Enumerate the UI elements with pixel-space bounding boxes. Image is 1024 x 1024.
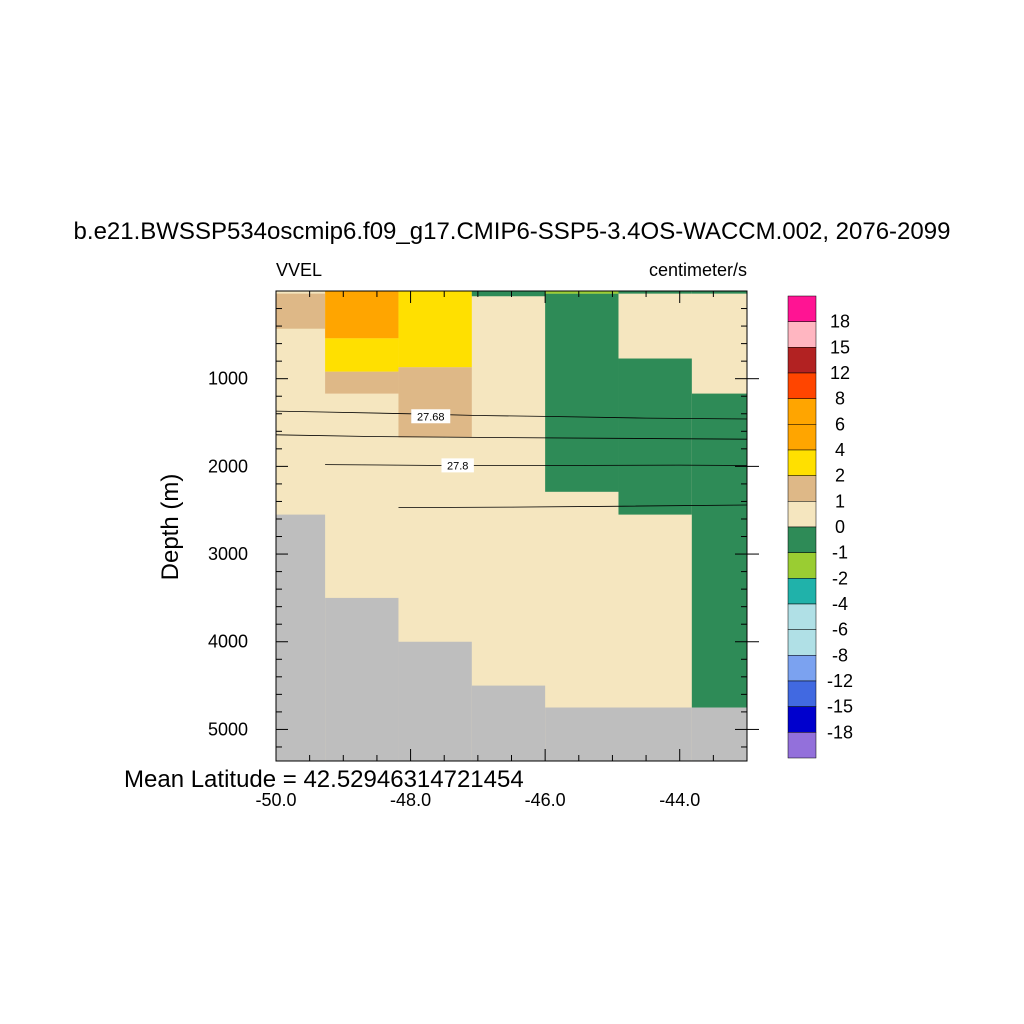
colorbar-label: -12 (827, 671, 853, 691)
seafloor-mask (618, 707, 692, 761)
heatmap-cell (398, 367, 472, 438)
contour-label: 27.8 (447, 460, 468, 472)
colorbar-label: -15 (827, 697, 853, 717)
colorbar-label: 1 (835, 491, 845, 511)
colorbar-swatch (787, 321, 817, 348)
colorbar-swatch (787, 398, 817, 425)
contour-line (275, 434, 748, 440)
colorbar-swatch (787, 347, 817, 374)
colorbar: 18 15 12 8 6 4 2 1 0 -1 -2 -4 -6 -8 -12 -15 -18 (787, 295, 853, 759)
heatmap-cell (545, 293, 619, 492)
colorbar-swatch (787, 655, 817, 682)
colorbar-swatch (787, 295, 817, 322)
colorbar-swatch (787, 680, 817, 707)
y-tick-label: 5000 (208, 719, 248, 739)
heatmap-cell (545, 291, 619, 294)
colorbar-label: 18 (830, 312, 850, 332)
colorbar-swatch (787, 449, 817, 476)
variable-label: VVEL (276, 260, 322, 280)
y-axis-label: Depth (m) (157, 474, 184, 581)
colorbar-swatch (787, 372, 817, 399)
y-tick-label: 2000 (208, 456, 248, 476)
contour-label-box (441, 458, 474, 473)
plot-area (276, 291, 747, 761)
colorbar-label: 8 (835, 389, 845, 409)
colorbar-label: 4 (835, 440, 845, 460)
units-label: centimeter/s (649, 260, 747, 280)
plot-axes: -50.0 -48.0 -46.0 -44.0 1000 2000 3000 4000 5000 (208, 290, 759, 810)
colorbar-swatch (787, 475, 817, 502)
heatmap-cell (325, 338, 399, 372)
seafloor-mask (276, 514, 326, 761)
contour-lines: 27.68 27.8 (275, 409, 748, 509)
chart-title: b.e21.BWSSP534oscmip6.f09_g17.CMIP6-SSP5… (74, 218, 951, 245)
heatmap-cell (618, 358, 692, 515)
heatmap-cell (325, 291, 399, 339)
colorbar-swatch (787, 603, 817, 630)
heatmap-cell (398, 291, 472, 368)
seafloor-mask (471, 685, 546, 761)
colorbar-swatch (787, 424, 817, 451)
heatmap-cell (276, 293, 326, 329)
colorbar-label: -8 (832, 645, 848, 665)
seafloor-mask (691, 707, 747, 761)
colorbar-label: -1 (832, 543, 848, 563)
colorbar-swatch (787, 629, 817, 656)
heatmap-cell (691, 291, 747, 294)
colorbar-label: 6 (835, 414, 845, 434)
colorbar-label: -18 (827, 722, 853, 742)
heatmap-cell (471, 291, 546, 297)
x-tick-label: -46.0 (525, 790, 566, 810)
colorbar-swatch (787, 526, 817, 553)
heatmap-cell (325, 371, 399, 394)
colorbar-swatch (787, 501, 817, 528)
colorbar-label: 15 (830, 337, 850, 357)
seafloor-mask (545, 707, 619, 761)
colorbar-label: -6 (832, 620, 848, 640)
mean-latitude-note: Mean Latitude = 42.52946314721454 (124, 766, 524, 793)
contour-label: 27.68 (417, 411, 445, 423)
colorbar-swatch (787, 732, 817, 759)
heatmap-cell (691, 393, 747, 708)
colorbar-label: 0 (835, 517, 845, 537)
y-tick-label: 3000 (208, 544, 248, 564)
y-tick-label: 4000 (208, 632, 248, 652)
y-tick-label: 1000 (208, 369, 248, 389)
contour-label-box (411, 409, 451, 424)
colorbar-label: 12 (830, 363, 850, 383)
seafloor-mask (398, 641, 472, 761)
x-tick-label: -44.0 (659, 790, 700, 810)
colorbar-swatch (787, 706, 817, 733)
colorbar-label: 2 (835, 466, 845, 486)
x-tick-label: -50.0 (255, 790, 296, 810)
colorbar-swatch (787, 578, 817, 605)
heatmap-cell (618, 291, 692, 294)
contour-line (398, 504, 748, 509)
seafloor-mask (325, 597, 399, 761)
colorbar-swatch (787, 552, 817, 579)
contour-line (275, 410, 748, 420)
x-tick-label: -48.0 (390, 790, 431, 810)
contour-line (325, 464, 748, 466)
colorbar-label: -2 (832, 568, 848, 588)
colorbar-label: -4 (832, 594, 848, 614)
